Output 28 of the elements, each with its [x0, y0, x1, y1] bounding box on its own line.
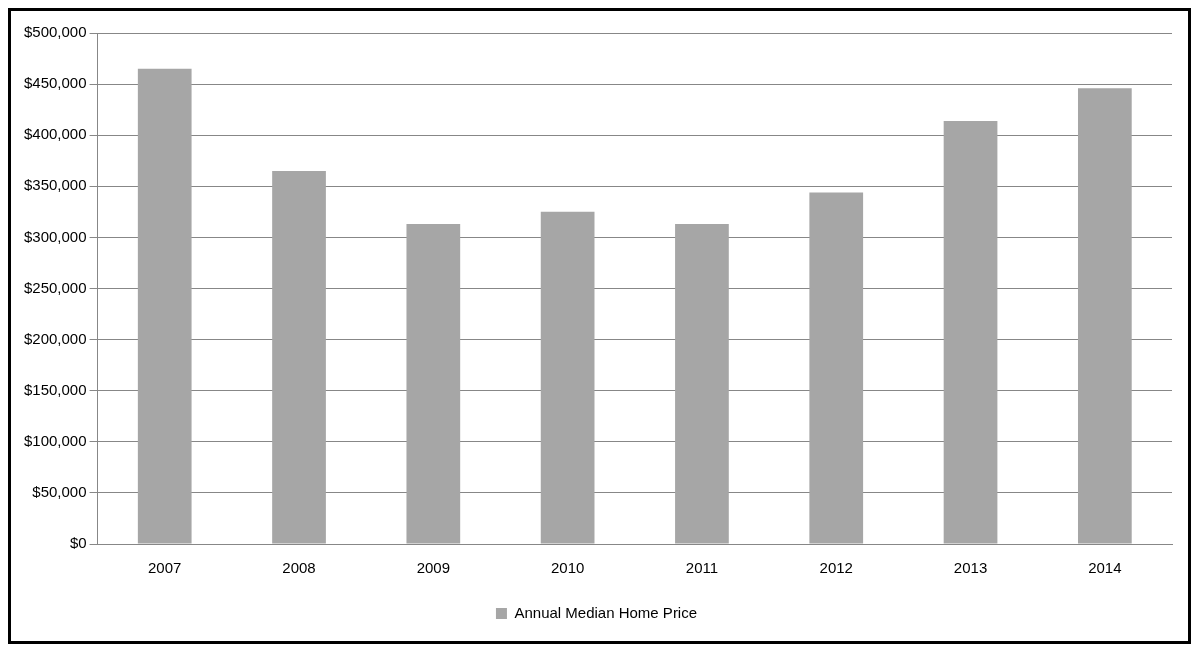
x-tick-label: 2008: [282, 559, 316, 577]
y-tick-label: $100,000: [23, 431, 87, 449]
y-tick-label: $350,000: [23, 176, 87, 194]
bar: [1077, 88, 1132, 544]
x-tick-label: 2010: [550, 559, 585, 577]
y-tick-label: $250,000: [23, 278, 87, 296]
bar: [540, 211, 595, 544]
x-tick-label: 2012: [819, 559, 853, 577]
bar: [137, 68, 192, 544]
x-tick-label: 2013: [953, 559, 988, 577]
x-tick-label: 2011: [685, 559, 719, 577]
y-tick-label: $500,000: [23, 23, 87, 41]
x-tick-label: 2007: [148, 559, 182, 577]
y-tick-label: $150,000: [23, 380, 87, 398]
y-tick-label: $450,000: [23, 74, 87, 92]
bar: [809, 192, 864, 544]
legend-label: Annual Median Home Price: [514, 603, 698, 621]
bar: [272, 170, 326, 544]
y-tick-label: $300,000: [23, 227, 87, 245]
bar: [406, 224, 461, 544]
bar: [943, 120, 998, 544]
y-tick-label: $200,000: [23, 329, 87, 347]
x-tick-label: 2009: [416, 559, 451, 577]
x-tick-label: 2014: [1088, 559, 1122, 577]
y-tick-label: $0: [69, 534, 87, 552]
y-tick-label: $50,000: [32, 483, 87, 501]
bar: [675, 224, 729, 544]
y-tick-label: $400,000: [23, 125, 87, 143]
